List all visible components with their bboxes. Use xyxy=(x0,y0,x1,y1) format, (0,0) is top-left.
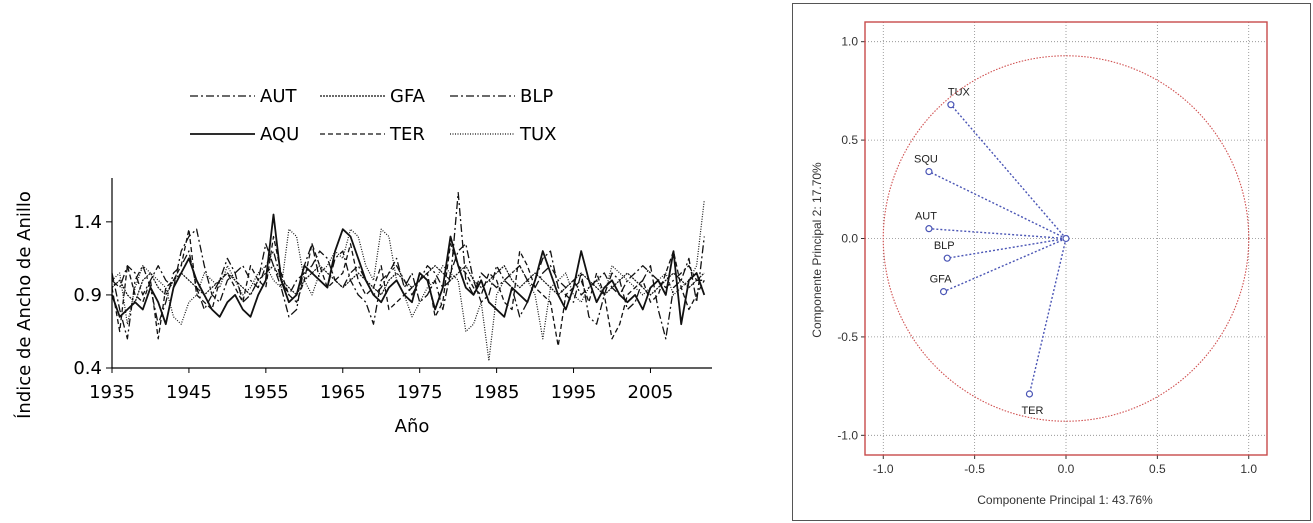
x-axis-label: Año xyxy=(395,416,430,437)
pca-grid: -1.0 -0.5 0.0 0.5 1.0 1.0 0.5 0.0 -0.5 -1.0 xyxy=(837,22,1267,476)
ring-width-chart: AUT GFA BLP AQU TER TUX 0.4 0.9 1.4 1935 1945 1955… xyxy=(13,86,712,437)
chart-axes: 0.4 0.9 1.4 1935 1945 1955 1965 1975 1985 1995 200… xyxy=(73,178,712,403)
x-tick-label: 1945 xyxy=(166,382,212,403)
vector-aut xyxy=(928,227,1067,240)
pca-y-tick-label: 0.0 xyxy=(841,232,858,246)
legend-label-aqu: AQU xyxy=(260,124,299,145)
x-tick-label: 1995 xyxy=(551,382,597,403)
origin-point xyxy=(1062,234,1070,243)
pca-x-axis-label: Componente Principal 1: 43.76% xyxy=(977,493,1153,507)
pca-chart: -1.0 -0.5 0.0 0.5 1.0 1.0 0.5 0.0 -0.5 -1.0 TUX SQU… xyxy=(810,21,1268,507)
vector-label-blp: BLP xyxy=(934,240,955,252)
vector-label-ter: TER xyxy=(1021,405,1043,417)
legend-label-blp: BLP xyxy=(520,86,553,107)
y-tick-label: 0.9 xyxy=(73,285,102,306)
vector-tux xyxy=(950,104,1067,239)
chart-legend: AUT GFA BLP AQU TER TUX xyxy=(190,86,557,145)
series-line-aqu xyxy=(111,213,706,326)
pca-x-tick-label: -1.0 xyxy=(873,462,894,476)
legend-label-ter: TER xyxy=(389,124,425,145)
vector-blp xyxy=(947,237,1067,259)
legend-label-tux: TUX xyxy=(519,124,557,145)
vector-label-tux: TUX xyxy=(948,87,971,99)
vector-label-squ: SQU xyxy=(914,154,938,166)
x-tick-label: 1985 xyxy=(474,382,520,403)
pca-plot-frame xyxy=(864,21,1268,456)
series-line-ter xyxy=(111,228,705,347)
legend-label-gfa: GFA xyxy=(390,86,426,107)
vector-gfa xyxy=(943,237,1067,293)
series-line-aut xyxy=(111,236,705,340)
vector-point-ter xyxy=(1025,390,1034,398)
pca-y-tick-label: 0.5 xyxy=(841,133,858,147)
x-tick-label: 1935 xyxy=(89,382,135,403)
pca-x-tick-label: 0.0 xyxy=(1058,462,1075,476)
x-tick-label: 1975 xyxy=(397,382,443,403)
unit-circle xyxy=(882,55,1250,422)
pca-panel: -1.0 -0.5 0.0 0.5 1.0 1.0 0.5 0.0 -0.5 -1.0 TUX SQU… xyxy=(792,3,1311,521)
y-axis-label: Índice de Ancho de Anillo xyxy=(13,191,35,419)
series-line-gfa xyxy=(111,265,705,303)
series-lines xyxy=(111,191,706,362)
vector-label-gfa: GFA xyxy=(930,274,953,286)
vector-point-gfa xyxy=(939,288,948,296)
pca-x-tick-label: -0.5 xyxy=(964,462,985,476)
pca-y-axis-label: Componente Principal 2: 17.70% xyxy=(810,162,824,338)
pca-plot-area: -1.0 -0.5 0.0 0.5 1.0 1.0 0.5 0.0 -0.5 -1.0 TUX SQU… xyxy=(837,21,1268,476)
series-line-blp xyxy=(111,191,705,303)
y-tick-label: 1.4 xyxy=(73,212,102,233)
pca-y-tick-label: -0.5 xyxy=(837,330,858,344)
x-tick-label: 1955 xyxy=(243,382,289,403)
vector-point-blp xyxy=(943,254,951,262)
y-tick-label: 0.4 xyxy=(73,358,102,379)
vector-squ xyxy=(928,170,1067,240)
pca-y-tick-label: 1.0 xyxy=(841,35,858,49)
legend-label-aut: AUT xyxy=(260,86,297,107)
pca-x-tick-label: 1.0 xyxy=(1240,462,1257,476)
x-tick-label: 2005 xyxy=(628,382,674,403)
vector-ter xyxy=(1028,238,1067,395)
vector-point-tux xyxy=(947,101,955,109)
pca-y-tick-label: -1.0 xyxy=(837,428,858,442)
vector-point-aut xyxy=(925,225,933,233)
vector-label-aut: AUT xyxy=(915,211,937,223)
x-tick-label: 1965 xyxy=(320,382,366,403)
series-line-tux xyxy=(111,199,705,362)
pca-x-tick-label: 0.5 xyxy=(1149,462,1166,476)
vector-point-squ xyxy=(925,167,933,176)
